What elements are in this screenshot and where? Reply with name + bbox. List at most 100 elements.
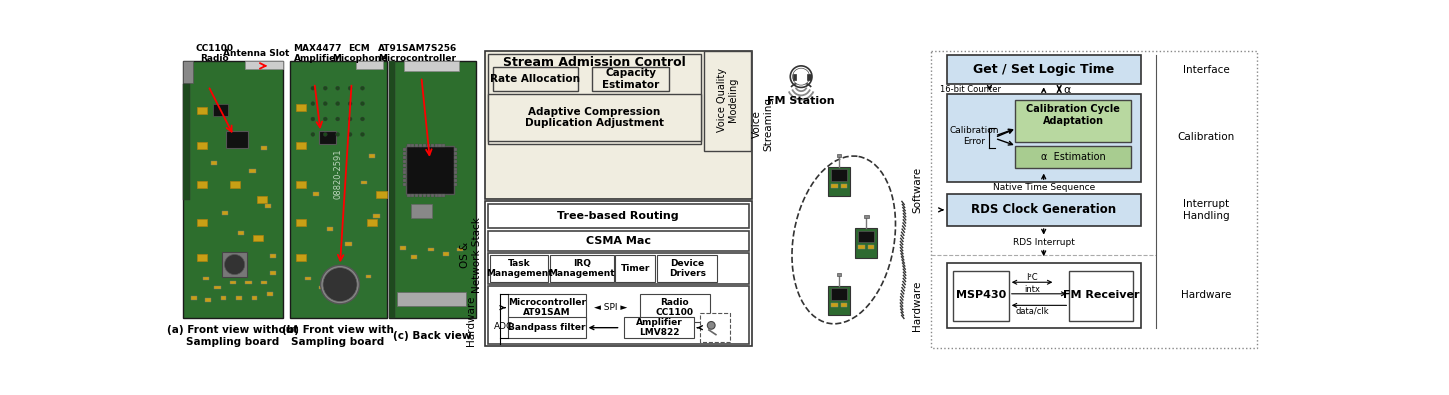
Bar [427, 194, 430, 197]
Bar [829, 167, 851, 196]
Text: Tree-based Routing: Tree-based Routing [558, 211, 680, 221]
Bar [700, 313, 730, 342]
Bar [412, 194, 414, 197]
Bar [261, 146, 267, 150]
Bar [184, 61, 193, 83]
Text: RDS Clock Generation: RDS Clock Generation [971, 203, 1116, 216]
Circle shape [225, 254, 245, 275]
Text: Interface: Interface [1182, 65, 1230, 75]
Bar [427, 144, 430, 147]
Text: Software: Software [913, 167, 923, 213]
Text: Calibration Cycle
Adaptation: Calibration Cycle Adaptation [1026, 104, 1120, 126]
Bar [210, 162, 217, 165]
Text: Amplifier
LMV822: Amplifier LMV822 [636, 318, 682, 337]
Circle shape [336, 86, 339, 90]
Bar [222, 252, 246, 277]
Bar [407, 144, 410, 147]
Bar [656, 254, 717, 282]
Bar [832, 303, 838, 307]
Bar [488, 54, 701, 144]
Circle shape [348, 132, 352, 136]
Bar [456, 248, 464, 252]
Bar [640, 294, 710, 322]
Bar [946, 263, 1140, 329]
Text: α: α [1064, 85, 1071, 95]
Text: 08820-2591: 08820-2591 [333, 149, 342, 199]
Bar [397, 292, 467, 306]
Bar [493, 68, 578, 90]
Text: Device
Drivers: Device Drivers [668, 259, 706, 278]
Bar [249, 169, 255, 173]
Bar [290, 61, 387, 318]
Bar [403, 171, 406, 175]
Bar [454, 152, 456, 155]
Bar [946, 55, 1140, 85]
Circle shape [312, 117, 314, 121]
Bar [454, 160, 456, 163]
Bar [345, 242, 352, 246]
Bar [509, 294, 585, 322]
Bar [374, 214, 380, 218]
Text: Capacity
Estimator: Capacity Estimator [601, 68, 659, 90]
Bar [625, 317, 694, 339]
Text: (c) Back view: (c) Back view [393, 331, 471, 341]
Bar [403, 175, 406, 178]
Bar [403, 148, 406, 151]
Text: ◄ SPI ►: ◄ SPI ► [594, 303, 627, 312]
Bar [836, 273, 842, 276]
Bar [829, 286, 851, 315]
Text: CC1100
Radio: CC1100 Radio [196, 44, 233, 63]
Text: ADC: ADC [494, 322, 513, 331]
Text: Rate Allocation: Rate Allocation [490, 74, 580, 84]
Circle shape [312, 102, 314, 105]
Text: I²C: I²C [1026, 273, 1037, 282]
Bar [403, 179, 406, 182]
Text: Calibration: Calibration [1178, 132, 1235, 143]
Bar [454, 183, 456, 186]
Bar [840, 303, 846, 307]
Text: intx: intx [1024, 286, 1040, 294]
Bar [454, 148, 456, 151]
Bar [423, 144, 426, 147]
Bar [454, 179, 456, 182]
Bar [335, 273, 341, 276]
Circle shape [323, 102, 327, 105]
Ellipse shape [793, 156, 895, 324]
Bar [319, 286, 325, 289]
Bar [946, 94, 1140, 182]
Circle shape [707, 322, 716, 329]
Bar [184, 85, 190, 200]
Bar [226, 131, 248, 147]
Circle shape [793, 68, 810, 85]
Bar [430, 144, 433, 147]
Bar [197, 181, 207, 188]
Text: OS &
Network Stack: OS & Network Stack [461, 217, 481, 293]
Bar [254, 235, 264, 241]
Circle shape [361, 132, 364, 136]
Text: (a) Front view without
Sampling board: (a) Front view without Sampling board [168, 325, 298, 347]
Bar [488, 286, 749, 344]
Bar [591, 68, 669, 90]
Bar [454, 171, 456, 175]
Text: 16-bit Counter: 16-bit Counter [939, 85, 1001, 94]
Bar [793, 73, 797, 80]
Bar [419, 144, 422, 147]
Bar [1016, 100, 1132, 142]
Bar [832, 184, 838, 188]
Bar [213, 103, 229, 116]
Bar [267, 292, 272, 296]
Bar [388, 61, 396, 318]
Bar [439, 144, 442, 147]
Circle shape [323, 268, 356, 301]
Bar [197, 107, 207, 115]
Bar [946, 194, 1140, 226]
Bar [214, 286, 220, 289]
Bar [403, 160, 406, 163]
Circle shape [323, 117, 327, 121]
Bar [454, 167, 456, 171]
Bar [488, 94, 701, 141]
Bar [296, 142, 306, 149]
Bar [191, 296, 197, 300]
Circle shape [320, 265, 359, 304]
Bar [412, 144, 414, 147]
